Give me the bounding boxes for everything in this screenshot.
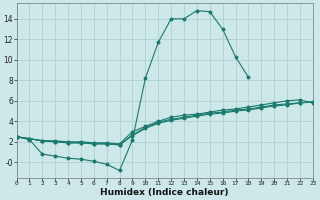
X-axis label: Humidex (Indice chaleur): Humidex (Indice chaleur) (100, 188, 229, 197)
